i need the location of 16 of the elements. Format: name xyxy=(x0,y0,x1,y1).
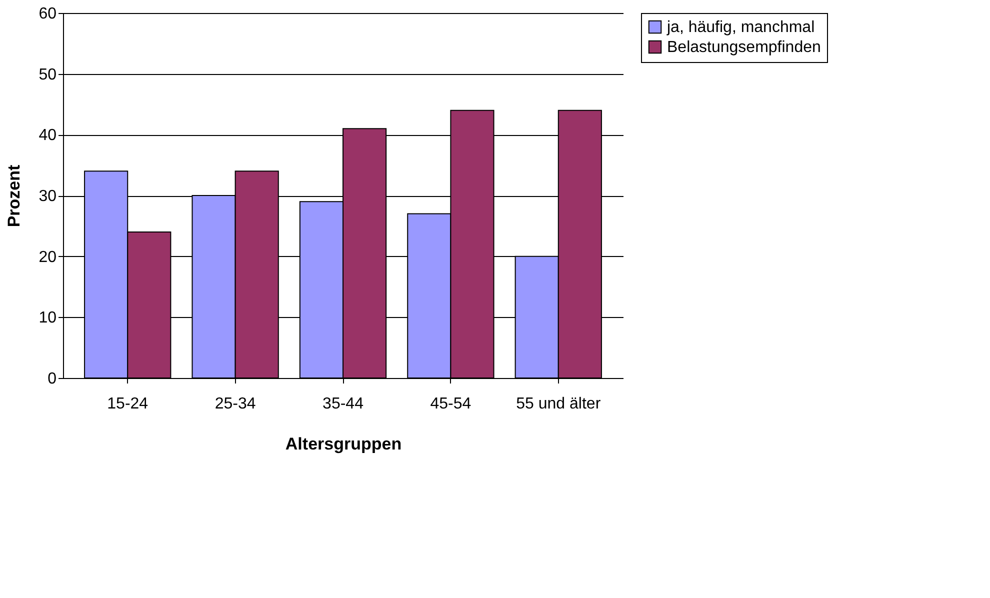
y-axis-title: Prozent xyxy=(4,164,24,228)
y-tick-label: 20 xyxy=(38,248,57,266)
y-tick-label: 40 xyxy=(38,127,57,144)
x-axis-title: Altersgruppen xyxy=(285,434,402,454)
x-tick-label: 35-44 xyxy=(322,396,364,412)
x-tick-label: 55 und älter xyxy=(516,396,602,412)
x-tick-label: 15-24 xyxy=(107,396,148,412)
x-tick-label: 25-34 xyxy=(214,396,256,412)
y-tick-label: 0 xyxy=(48,370,57,388)
legend-label: ja, häufig, manchmal xyxy=(666,19,815,36)
y-tick-label: 60 xyxy=(38,6,57,22)
y-tick-label: 10 xyxy=(38,310,57,327)
y-tick-label: 50 xyxy=(38,66,57,84)
legend-label: Belastungsempfinden xyxy=(667,39,821,56)
x-tick-label: 45-54 xyxy=(430,396,472,412)
y-tick-label: 30 xyxy=(38,188,57,205)
